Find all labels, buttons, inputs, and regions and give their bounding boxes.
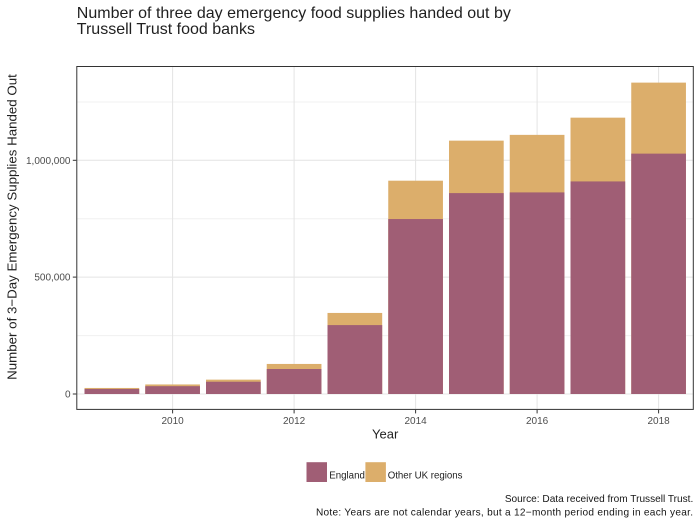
svg-text:Year: Year	[372, 427, 399, 442]
svg-text:Other UK regions: Other UK regions	[388, 471, 463, 482]
svg-text:1,000,000: 1,000,000	[26, 156, 71, 167]
svg-text:2012: 2012	[283, 416, 306, 427]
svg-text:500,000: 500,000	[34, 273, 71, 284]
svg-text:Number of 3−Day Emergency Supp: Number of 3−Day Emergency Supplies Hande…	[5, 74, 20, 380]
svg-text:2010: 2010	[161, 416, 184, 427]
svg-text:Trussell Trust food banks: Trussell Trust food banks	[77, 21, 255, 38]
svg-text:2016: 2016	[526, 416, 549, 427]
svg-text:0: 0	[65, 390, 71, 401]
svg-text:2018: 2018	[647, 416, 670, 427]
svg-text:Number of three day emergency: Number of three day emergency food suppl…	[77, 5, 511, 22]
svg-text:2014: 2014	[404, 416, 427, 427]
svg-text:Source: Data received from Tru: Source: Data received from Trussell Trus…	[505, 494, 693, 505]
svg-text:England: England	[329, 471, 365, 482]
svg-text:Note: Years are not calendar y: Note: Years are not calendar years, but …	[316, 507, 693, 518]
